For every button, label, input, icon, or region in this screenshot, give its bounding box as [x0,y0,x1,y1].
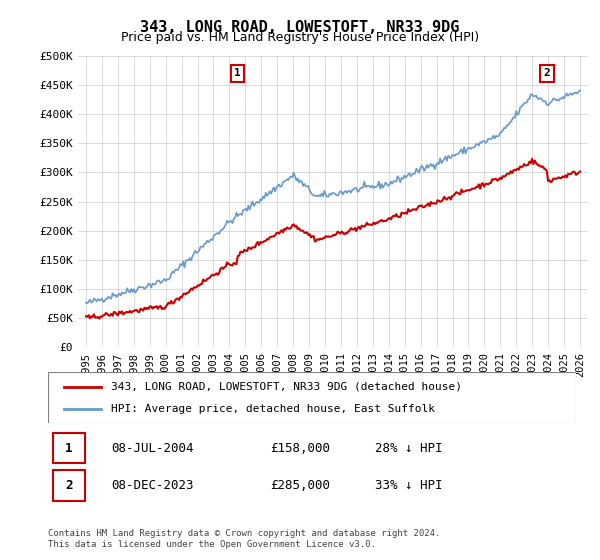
Text: £285,000: £285,000 [270,479,330,492]
Text: 343, LONG ROAD, LOWESTOFT, NR33 9DG: 343, LONG ROAD, LOWESTOFT, NR33 9DG [140,20,460,35]
FancyBboxPatch shape [48,372,576,423]
Text: 1: 1 [65,441,73,455]
Text: 1: 1 [235,68,241,78]
Text: HPI: Average price, detached house, East Suffolk: HPI: Average price, detached house, East… [112,404,436,414]
FancyBboxPatch shape [53,433,85,463]
Text: £158,000: £158,000 [270,441,330,455]
Text: 08-DEC-2023: 08-DEC-2023 [112,479,194,492]
Text: 2: 2 [65,479,73,492]
Text: 28% ↓ HPI: 28% ↓ HPI [376,441,443,455]
Text: 343, LONG ROAD, LOWESTOFT, NR33 9DG (detached house): 343, LONG ROAD, LOWESTOFT, NR33 9DG (det… [112,381,463,391]
Text: Contains HM Land Registry data © Crown copyright and database right 2024.
This d: Contains HM Land Registry data © Crown c… [48,529,440,549]
Text: 33% ↓ HPI: 33% ↓ HPI [376,479,443,492]
Text: 08-JUL-2004: 08-JUL-2004 [112,441,194,455]
Text: Price paid vs. HM Land Registry's House Price Index (HPI): Price paid vs. HM Land Registry's House … [121,31,479,44]
FancyBboxPatch shape [53,470,85,501]
Text: 2: 2 [544,68,550,78]
